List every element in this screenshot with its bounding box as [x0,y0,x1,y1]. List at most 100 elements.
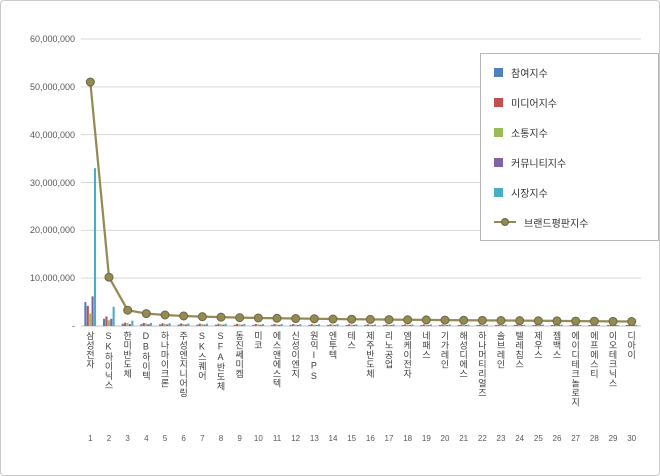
bar-커뮤니티지수 [427,325,430,326]
x-category-label: 신성이엔지 [287,331,305,433]
x-rank-label: 29 [608,434,618,443]
bar-참여지수 [457,325,460,326]
x-category-label-text: SK하이닉스 [103,331,114,390]
bar-참여지수 [196,324,199,326]
bar-미디어지수 [366,324,369,326]
bar-참여지수 [569,325,572,326]
x-rank-label: 16 [365,434,375,443]
bar-미디어지수 [310,324,313,326]
bar-참여지수 [252,324,255,326]
x-category-label-text: DB하이텍 [140,331,151,381]
bar-미디어지수 [236,323,239,326]
marker-브랜드평판지수 [459,315,469,325]
bar-참여지수 [476,325,479,326]
bar-커뮤니티지수 [259,324,262,326]
bar-시장지수 [261,323,265,326]
x-category-label-text: 젬백스 [551,331,562,360]
bar-시장지수 [411,324,414,326]
marker-브랜드평판지수 [421,315,431,325]
bar-참여지수 [327,324,330,326]
x-category-label: 원익IPS [305,331,323,433]
bar-시장지수 [579,324,582,326]
bar-커뮤니티지수 [446,325,449,326]
bar-소통지수 [219,324,222,326]
bar-참여지수 [588,325,591,326]
bar-소통지수 [331,324,334,326]
x-category-label: 리노공업 [380,331,398,433]
bar-커뮤니티지수 [483,325,486,326]
marker-브랜드평판지수 [608,316,618,326]
x-category-label: 한미반도체 [119,331,137,433]
bar-미디어지수 [497,324,500,326]
bar-참여지수 [215,324,218,326]
marker-브랜드평판지수 [272,313,282,323]
bar-커뮤니티지수 [91,296,94,326]
x-rank-label: 15 [347,434,357,443]
legend-bar-swatch-icon [494,157,503,167]
marker-브랜드평판지수 [589,316,599,326]
x-category-label-text: 삼성전자 [84,331,95,369]
y-tick-label: 60,000,000 [29,34,75,44]
bar-미디어지수 [478,324,481,326]
legend-item: 소통지수 [481,117,658,147]
x-category-label-text: 제주반도체 [364,331,375,379]
bar-참여지수 [233,324,236,326]
x-category-label-text: 엔투텍 [327,331,338,360]
bar-시장지수 [597,324,601,326]
x-category-label-text: SFA반도체 [215,331,226,391]
bar-참여지수 [289,324,292,326]
bar-소통지수 [294,324,297,326]
bar-커뮤니티지수 [595,325,598,326]
marker-브랜드평판지수 [291,314,301,324]
bar-미디어지수 [516,324,519,326]
x-category-label: 미코 [249,331,267,433]
x-rank-label: 30 [627,434,637,443]
bar-소통지수 [313,324,316,326]
bar-참여지수 [401,325,404,326]
bar-시장지수 [112,306,115,326]
marker-브랜드평판지수 [627,317,637,327]
x-rank-label: 23 [496,434,506,443]
bar-미디어지수 [404,324,407,326]
x-rank-label: 28 [589,434,599,443]
bar-시장지수 [355,324,358,326]
x-rank-label: 2 [106,434,112,443]
x-category-label: 기가레인 [436,331,454,433]
x-category-label: 에프에스티 [585,331,603,433]
bar-미디어지수 [105,316,108,326]
bar-소통지수 [182,323,185,326]
bar-참여지수 [420,325,423,326]
legend-item: 시장지수 [481,177,658,207]
marker-브랜드평판지수 [179,311,189,321]
x-category-label: 에이디테크놀로지 [567,331,585,433]
bar-시장지수 [149,322,153,326]
bar-커뮤니티지수 [110,318,113,326]
x-rank-label: 17 [384,434,394,443]
bar-참여지수 [625,325,628,326]
bar-미디어지수 [254,323,257,326]
bar-미디어지수 [180,323,183,326]
marker-브랜드평판지수 [328,314,338,324]
x-category-label-text: 리노공업 [383,331,394,369]
bar-소통지수 [387,324,390,326]
x-category-label: DB하이텍 [137,331,155,433]
bar-소통지수 [257,324,260,326]
x-category-label-text: 이오테크닉스 [607,331,618,388]
bar-참여지수 [383,325,386,326]
x-rank-label: 1 [88,434,93,443]
bar-소통지수 [201,324,204,326]
x-rank-label: 10 [253,434,263,443]
legend-item: 참여지수 [481,57,658,87]
x-category-label-text: 하나마이크론 [159,331,170,388]
bar-미디어지수 [609,324,612,326]
legend-bar-swatch-icon [494,127,503,137]
bar-참여지수 [103,318,106,326]
x-category-label: 에스앤에스텍 [268,331,286,433]
marker-브랜드평판지수 [160,310,170,320]
x-rank-label: 20 [440,434,450,443]
x-category-label-text: 미코 [252,331,263,350]
bar-소통지수 [481,324,484,326]
x-category-label: 솔브레인 [492,331,510,433]
marker-브랜드평판지수 [216,312,226,322]
